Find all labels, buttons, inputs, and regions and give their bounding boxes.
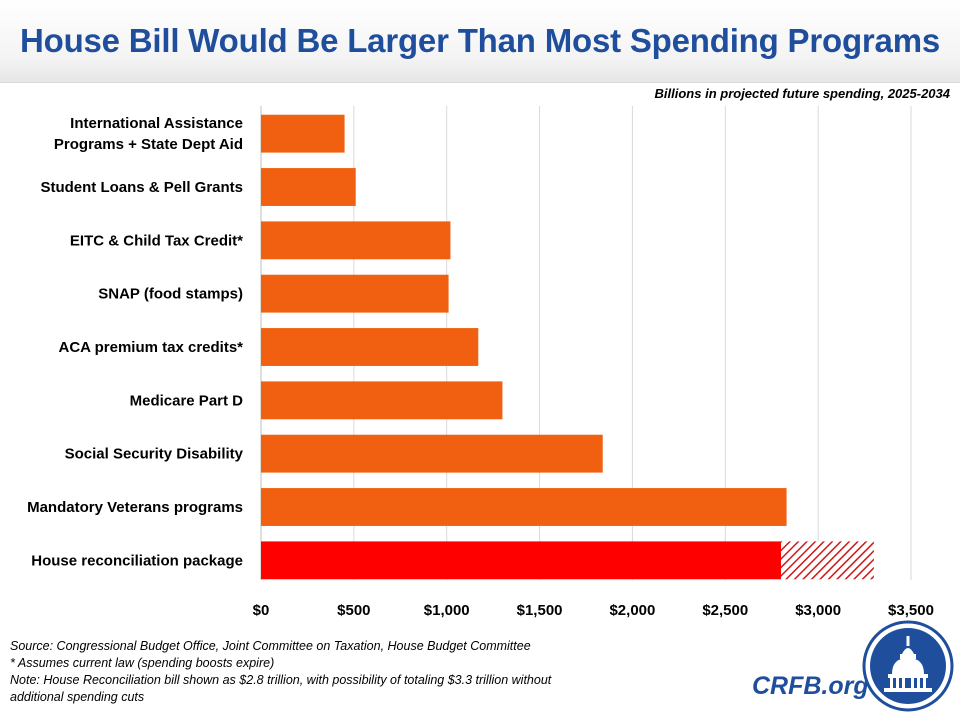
- capitol-dome-icon: [862, 620, 954, 712]
- category-label: Student Loans & Pell Grants: [40, 179, 243, 196]
- x-tick-label: $500: [337, 602, 370, 619]
- footnotes: Source: Congressional Budget Office, Joi…: [10, 638, 730, 706]
- x-tick-label: $3,500: [888, 602, 934, 619]
- chart-subtitle: Billions in projected future spending, 2…: [654, 86, 950, 101]
- bar: [261, 114, 345, 153]
- bar: [261, 381, 503, 420]
- bar-chart: International Assistance Programs + State…: [27, 106, 934, 619]
- category-label: EITC & Child Tax Credit*: [70, 232, 243, 249]
- category-label: House reconciliation package: [31, 552, 243, 569]
- bar-possible-additional: [781, 541, 874, 580]
- x-tick-label: $1,500: [517, 602, 563, 619]
- bar: [261, 434, 603, 473]
- category-label: International Assistance: [70, 115, 243, 132]
- x-tick-label: $1,000: [424, 602, 470, 619]
- x-tick-label: $0: [253, 602, 270, 619]
- category-label: Medicare Part D: [130, 392, 244, 409]
- category-label: Programs + State Dept Aid: [54, 136, 243, 153]
- note-line-1: Note: House Reconciliation bill shown as…: [10, 673, 552, 687]
- x-tick-label: $3,000: [795, 602, 841, 619]
- x-tick-label: $2,500: [702, 602, 748, 619]
- source-note: Source: Congressional Budget Office, Joi…: [10, 639, 531, 653]
- assumption-note: * Assumes current law (spending boosts e…: [10, 656, 275, 670]
- x-tick-label: $2,000: [609, 602, 655, 619]
- header-bar: House Bill Would Be Larger Than Most Spe…: [0, 0, 960, 83]
- category-label: Mandatory Veterans programs: [27, 499, 243, 516]
- bar: [261, 168, 356, 206]
- bar-reconciliation: [261, 541, 781, 580]
- bar: [261, 328, 479, 366]
- category-label: ACA premium tax credits*: [59, 339, 244, 356]
- bar: [261, 221, 451, 260]
- note-line-2: additional spending cuts: [10, 690, 145, 704]
- brand-link[interactable]: CRFB.org: [752, 672, 869, 700]
- bar: [261, 488, 787, 526]
- bar: [261, 274, 449, 313]
- chart-title: House Bill Would Be Larger Than Most Spe…: [19, 22, 941, 59]
- category-label: Social Security Disability: [65, 446, 244, 463]
- category-label: SNAP (food stamps): [98, 286, 243, 303]
